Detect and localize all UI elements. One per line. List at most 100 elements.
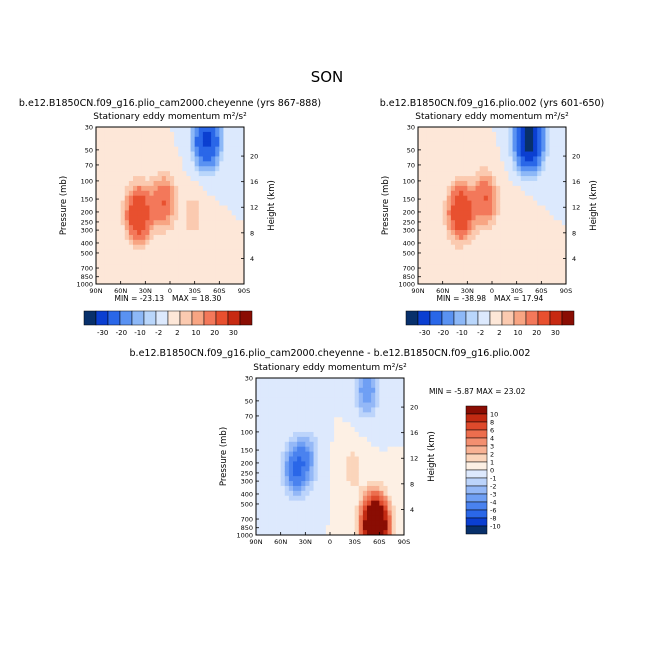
field-cell	[342, 461, 347, 467]
field-cell	[553, 254, 559, 260]
field-cell	[120, 136, 126, 143]
field-cell	[455, 141, 460, 148]
field-cell	[438, 269, 444, 275]
field-cell	[438, 249, 444, 255]
field-cell	[235, 239, 241, 246]
field-cell	[317, 397, 323, 403]
field-cell	[391, 446, 397, 452]
field-cell	[508, 171, 513, 177]
field-cell	[264, 417, 269, 423]
field-cell	[227, 176, 233, 182]
field-cell	[516, 254, 522, 260]
field-cell	[157, 146, 163, 152]
field-cell	[422, 244, 427, 251]
field-cell	[268, 422, 273, 428]
field-cell	[268, 520, 273, 526]
colorbar-swatch	[167, 310, 181, 326]
field-cell	[309, 476, 314, 482]
field-cell	[504, 151, 509, 157]
field-cell	[479, 269, 485, 275]
field-cell	[96, 136, 101, 143]
field-cell	[371, 505, 376, 511]
field-cell	[459, 279, 464, 285]
field-cell	[516, 239, 522, 246]
field-cell	[533, 200, 538, 206]
colorbar-swatch	[465, 413, 488, 423]
field-cell	[418, 151, 423, 157]
field-cell	[338, 471, 343, 477]
field-cell	[463, 161, 468, 167]
field-cell	[268, 446, 273, 452]
field-cell	[504, 146, 509, 152]
field-cell	[149, 264, 154, 270]
field-cell	[399, 407, 405, 413]
colorbar-label: 10	[514, 329, 523, 337]
field-cell	[524, 239, 530, 246]
field-cell	[362, 461, 368, 467]
field-cell	[211, 225, 216, 231]
field-cell	[317, 456, 323, 462]
field-cell	[350, 481, 356, 487]
field-cell	[309, 456, 314, 462]
colorbar-swatch	[513, 310, 527, 326]
field-cell	[231, 225, 237, 231]
field-cell	[231, 136, 237, 143]
field-cell	[545, 200, 550, 206]
field-cell	[367, 466, 372, 472]
field-cell	[529, 161, 534, 167]
field-cell	[450, 210, 456, 216]
ytick-label: 700	[81, 265, 93, 273]
field-cell	[128, 166, 134, 172]
field-cell	[383, 431, 388, 438]
field-cell	[334, 520, 339, 526]
field-cell	[553, 195, 559, 201]
field-cell	[313, 520, 319, 526]
field-cell	[174, 234, 179, 241]
field-cell	[479, 161, 485, 167]
field-cell	[239, 146, 245, 152]
field-cell	[313, 466, 319, 472]
field-cell	[161, 180, 167, 187]
field-cell	[350, 456, 356, 462]
field-cell	[479, 127, 485, 133]
field-cell	[231, 200, 237, 206]
field-cell	[178, 274, 183, 280]
field-cell	[112, 161, 117, 167]
field-cell	[354, 427, 360, 433]
field-cell	[467, 151, 472, 157]
field-cell	[375, 515, 380, 521]
field-cell	[334, 397, 339, 403]
field-cell	[557, 180, 563, 187]
field-cell	[317, 485, 323, 492]
field-cell	[516, 146, 522, 152]
field-cell	[492, 234, 497, 241]
field-cell	[215, 279, 220, 285]
field-cell	[325, 387, 331, 394]
field-cell	[268, 407, 273, 413]
field-cell	[479, 215, 485, 221]
field-cell	[284, 451, 290, 457]
field-cell	[479, 230, 485, 236]
field-cell	[182, 220, 187, 226]
field-cell	[321, 407, 327, 413]
field-cell	[227, 151, 233, 157]
field-cell	[309, 490, 314, 497]
field-cell	[367, 490, 372, 497]
field-cell	[165, 225, 171, 231]
field-cell	[391, 505, 397, 511]
field-cell	[223, 249, 228, 255]
field-cell	[219, 166, 224, 172]
field-cell	[362, 476, 368, 482]
field-cell	[516, 220, 522, 226]
field-cell	[463, 185, 468, 192]
field-cell	[182, 259, 187, 265]
field-cell	[334, 500, 339, 506]
field-cell	[375, 505, 380, 511]
field-cell	[116, 131, 122, 138]
colorbar-label: 6	[490, 427, 494, 435]
field-cell	[350, 520, 356, 526]
field-cell	[133, 136, 138, 143]
field-cell	[153, 146, 159, 152]
field-cell	[520, 254, 526, 260]
field-cell	[227, 161, 233, 167]
